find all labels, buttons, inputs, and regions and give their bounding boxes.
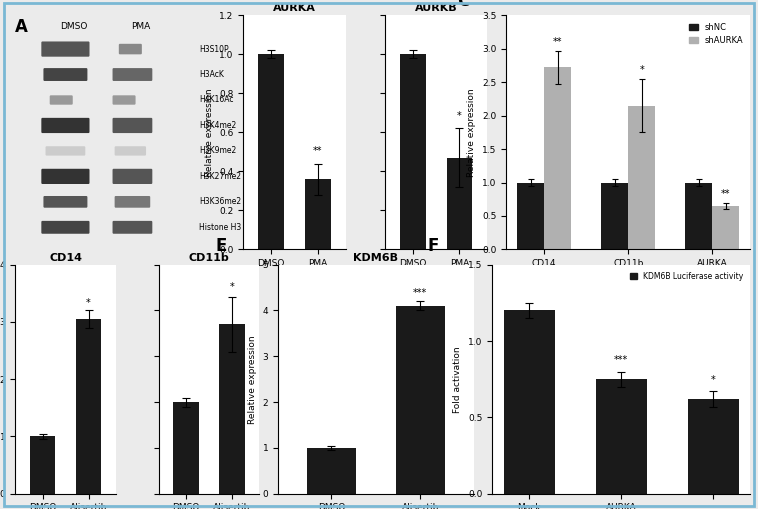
Text: H3K27me2: H3K27me2 xyxy=(199,172,242,181)
Y-axis label: Relative expression: Relative expression xyxy=(468,88,477,177)
FancyBboxPatch shape xyxy=(114,196,150,208)
Bar xyxy=(517,183,544,249)
FancyBboxPatch shape xyxy=(45,146,86,156)
FancyBboxPatch shape xyxy=(112,68,152,81)
Text: ***: *** xyxy=(413,288,428,298)
Y-axis label: Relative expression: Relative expression xyxy=(248,335,257,423)
FancyBboxPatch shape xyxy=(50,95,73,105)
FancyBboxPatch shape xyxy=(43,196,87,208)
Text: Histone H3: Histone H3 xyxy=(199,223,242,232)
Bar xyxy=(30,436,55,494)
Text: *: * xyxy=(639,66,644,75)
FancyBboxPatch shape xyxy=(114,146,146,156)
Text: *: * xyxy=(457,110,462,121)
FancyBboxPatch shape xyxy=(42,118,89,133)
Bar xyxy=(688,399,739,494)
Text: H3K9me2: H3K9me2 xyxy=(199,147,236,155)
Bar xyxy=(400,54,426,249)
Bar xyxy=(628,105,655,249)
Text: H4K16Ac: H4K16Ac xyxy=(199,96,234,104)
Title: CD14: CD14 xyxy=(49,252,82,263)
Bar xyxy=(601,183,628,249)
Text: *: * xyxy=(230,282,234,292)
Bar xyxy=(174,402,199,494)
Text: DMSO: DMSO xyxy=(60,22,87,31)
Text: ***: *** xyxy=(614,355,628,365)
Bar xyxy=(685,183,713,249)
Text: A: A xyxy=(15,18,28,36)
Legend: KDM6B Luciferase activity: KDM6B Luciferase activity xyxy=(627,269,747,284)
FancyBboxPatch shape xyxy=(42,221,89,234)
Bar xyxy=(76,319,102,494)
Bar xyxy=(396,306,445,494)
Bar xyxy=(258,54,284,249)
Title: CD11b: CD11b xyxy=(189,252,230,263)
Y-axis label: Fold activation: Fold activation xyxy=(453,346,462,412)
Text: E: E xyxy=(215,237,227,255)
Bar xyxy=(596,379,647,494)
Text: **: ** xyxy=(553,37,562,47)
Text: F: F xyxy=(428,237,439,255)
FancyBboxPatch shape xyxy=(119,44,142,54)
FancyBboxPatch shape xyxy=(42,41,89,56)
FancyBboxPatch shape xyxy=(43,68,87,81)
Text: H3K4me2: H3K4me2 xyxy=(199,121,236,130)
Bar xyxy=(504,310,555,494)
Title: AURKB: AURKB xyxy=(415,3,458,13)
Bar xyxy=(446,158,472,249)
Text: *: * xyxy=(711,375,716,385)
FancyBboxPatch shape xyxy=(112,118,152,133)
Bar xyxy=(713,206,739,249)
Bar xyxy=(544,68,571,249)
Text: H3K36me2: H3K36me2 xyxy=(199,197,242,206)
Text: H3S10P: H3S10P xyxy=(199,45,229,53)
Text: PMA: PMA xyxy=(131,22,150,31)
Y-axis label: Relative expression: Relative expression xyxy=(205,88,214,177)
Bar xyxy=(219,324,245,494)
FancyBboxPatch shape xyxy=(112,169,152,184)
Text: **: ** xyxy=(721,189,731,199)
Text: H3AcK: H3AcK xyxy=(199,70,224,79)
FancyBboxPatch shape xyxy=(112,221,152,234)
Legend: shNC, shAURKA: shNC, shAURKA xyxy=(686,19,747,48)
Text: C: C xyxy=(457,0,469,10)
Title: AURKA: AURKA xyxy=(273,3,316,13)
FancyBboxPatch shape xyxy=(42,169,89,184)
Text: *: * xyxy=(86,298,91,307)
Bar xyxy=(305,179,330,249)
FancyBboxPatch shape xyxy=(112,95,136,105)
Title: KDM6B: KDM6B xyxy=(353,252,398,263)
Bar xyxy=(307,448,356,494)
Text: **: ** xyxy=(313,146,323,156)
